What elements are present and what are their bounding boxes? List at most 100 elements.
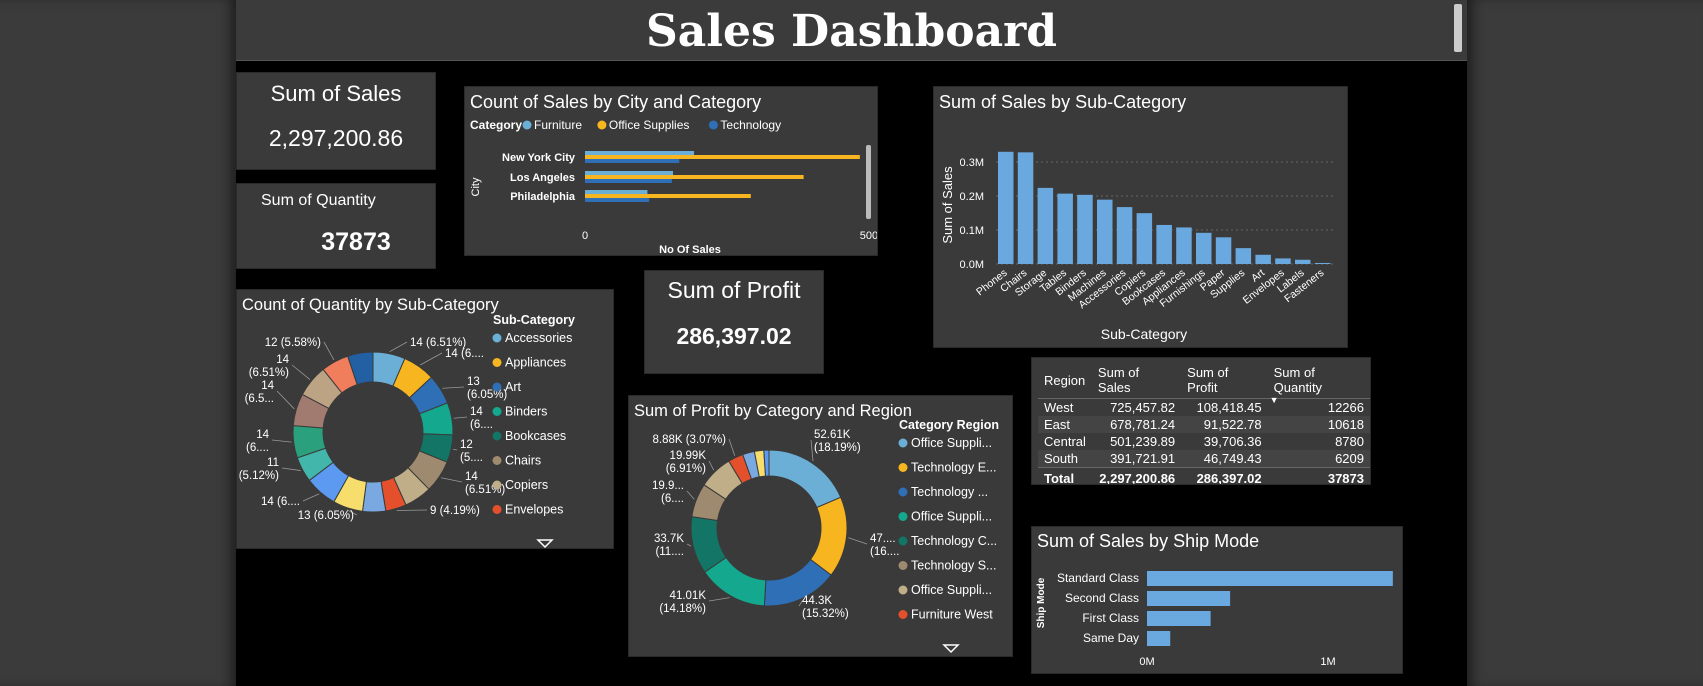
table-cell: 501,239.89 bbox=[1092, 433, 1181, 450]
leader-line bbox=[303, 494, 319, 501]
table-cell: East bbox=[1038, 416, 1092, 433]
bar bbox=[1097, 200, 1113, 264]
bar bbox=[1147, 591, 1230, 606]
table-cell: West bbox=[1038, 399, 1092, 417]
data-label: 47.... bbox=[870, 533, 896, 545]
bar bbox=[1255, 255, 1271, 264]
quantity-donut-card: Count of Quantity by Sub-Category 14 (6.5… bbox=[236, 289, 614, 549]
donut-slice bbox=[769, 450, 841, 508]
table-cell: 2,297,200.86 bbox=[1092, 468, 1181, 486]
kpi-card-sales: Sum of Sales 2,297,200.86 bbox=[236, 72, 436, 170]
leader-line bbox=[397, 510, 427, 511]
bar bbox=[585, 190, 647, 194]
y-tick-label: 0.1M bbox=[960, 225, 984, 237]
leader-line bbox=[709, 461, 714, 470]
data-label: 14 (6.... bbox=[261, 496, 300, 508]
data-label: 12 (5.58%) bbox=[265, 337, 321, 349]
data-label: (14.18%) bbox=[659, 603, 706, 615]
table-header-label: Sum of Quantity bbox=[1274, 365, 1322, 395]
leader-line bbox=[729, 439, 735, 456]
legend-marker bbox=[493, 383, 502, 392]
bar bbox=[1018, 152, 1034, 264]
city-chart: Count of Sales by City and Category Categ… bbox=[465, 87, 878, 256]
bar bbox=[1077, 195, 1093, 264]
bar bbox=[585, 175, 804, 179]
table-cell: 678,781.24 bbox=[1092, 416, 1181, 433]
leader-line bbox=[687, 544, 691, 546]
table-cell: South bbox=[1038, 450, 1092, 468]
y-axis-label: City bbox=[470, 177, 482, 196]
region-table: Region Sum of Sales Sum of Profit Sum of… bbox=[1038, 362, 1370, 485]
leader-line bbox=[687, 491, 694, 499]
legend-marker bbox=[493, 407, 502, 416]
data-label: (6.05%) bbox=[467, 389, 507, 401]
legend-title: Sub-Category bbox=[493, 313, 575, 327]
subcat-sales-chart: Sum of Sales by Sub-Category 0.0M 0.1M 0.2M… bbox=[934, 87, 1348, 348]
legend-marker bbox=[493, 456, 502, 465]
legend-label: Technology E... bbox=[911, 461, 996, 475]
data-label: (5.... bbox=[460, 452, 483, 464]
legend-marker bbox=[493, 358, 502, 367]
table-cell: Central bbox=[1038, 433, 1092, 450]
table-row: South 391,721.91 46,749.43 6209 bbox=[1038, 450, 1370, 468]
data-label: 14 bbox=[261, 380, 274, 392]
table-cell: 37873 bbox=[1268, 468, 1370, 486]
bar bbox=[585, 171, 673, 175]
leader-line bbox=[390, 342, 407, 352]
leader-line bbox=[453, 449, 457, 450]
legend-marker bbox=[899, 463, 908, 472]
leader-line bbox=[848, 538, 867, 544]
table-header[interactable]: Sum of Profit bbox=[1181, 362, 1267, 399]
bar bbox=[1147, 611, 1211, 626]
data-label: (16.... bbox=[870, 546, 899, 558]
table-header[interactable]: Sum of Sales bbox=[1092, 362, 1181, 399]
legend-marker bbox=[899, 439, 908, 448]
title-bar: Sales Dashboard bbox=[236, 0, 1467, 61]
leader-line bbox=[709, 598, 730, 601]
kpi-card-quantity: Sum of Quantity 37873 bbox=[236, 183, 436, 269]
profit-donut-card: Sum of Profit by Category and Region 52.6… bbox=[628, 395, 1013, 657]
legend-label: Technology C... bbox=[911, 534, 997, 548]
bar bbox=[585, 159, 679, 163]
legend-marker bbox=[899, 512, 908, 521]
data-label: 14 bbox=[470, 406, 483, 418]
bar bbox=[1196, 233, 1212, 264]
leader-line bbox=[292, 365, 310, 380]
data-label: 52.61K bbox=[814, 429, 851, 441]
y-tick-label: New York City bbox=[502, 152, 576, 164]
table-row: West 725,457.82 108,418.45 12266 bbox=[1038, 399, 1370, 417]
legend-label: Furniture bbox=[534, 118, 582, 132]
legend-label: Office Suppli... bbox=[911, 583, 992, 597]
x-tick-label: 500 bbox=[860, 230, 878, 242]
data-label: (6.... bbox=[246, 442, 269, 454]
table-cell: 725,457.82 bbox=[1092, 399, 1181, 417]
table-cell: 391,721.91 bbox=[1092, 450, 1181, 468]
bar bbox=[1236, 248, 1252, 264]
table-cell: 39,706.36 bbox=[1181, 433, 1267, 450]
legend-label: Appliances bbox=[505, 356, 566, 370]
table-total-row: Total 2,297,200.86 286,397.02 37873 bbox=[1038, 468, 1370, 486]
data-label: 41.01K bbox=[670, 590, 707, 602]
bar bbox=[1315, 263, 1331, 264]
data-label: 14 (6.... bbox=[445, 348, 484, 360]
region-table-card: Region Sum of Sales Sum of Profit Sum of… bbox=[1031, 357, 1371, 485]
scrollbar-thumb[interactable] bbox=[1454, 4, 1462, 52]
dashboard-title: Sales Dashboard bbox=[236, 6, 1467, 57]
bar bbox=[1156, 225, 1172, 264]
leader-line bbox=[277, 391, 294, 409]
legend-marker bbox=[523, 121, 532, 130]
leader-line bbox=[420, 353, 442, 365]
table-row: Central 501,239.89 39,706.36 8780 bbox=[1038, 433, 1370, 450]
legend-marker bbox=[899, 488, 908, 497]
data-label: 14 bbox=[256, 429, 269, 441]
data-label: (5.12%) bbox=[239, 470, 279, 482]
legend-label: Technology ... bbox=[911, 485, 988, 499]
x-tick-label: 0M bbox=[1139, 656, 1154, 668]
table-header[interactable]: Region bbox=[1038, 362, 1092, 399]
table-header-sorted[interactable]: Sum of Quantity ▼ bbox=[1268, 362, 1370, 399]
bar bbox=[1038, 188, 1054, 264]
leader-line bbox=[272, 440, 292, 442]
legend-label: Office Supplies bbox=[609, 118, 690, 132]
table-cell: 108,418.45 bbox=[1181, 399, 1267, 417]
chart-title: Sum of Sales by Ship Mode bbox=[1037, 531, 1259, 551]
